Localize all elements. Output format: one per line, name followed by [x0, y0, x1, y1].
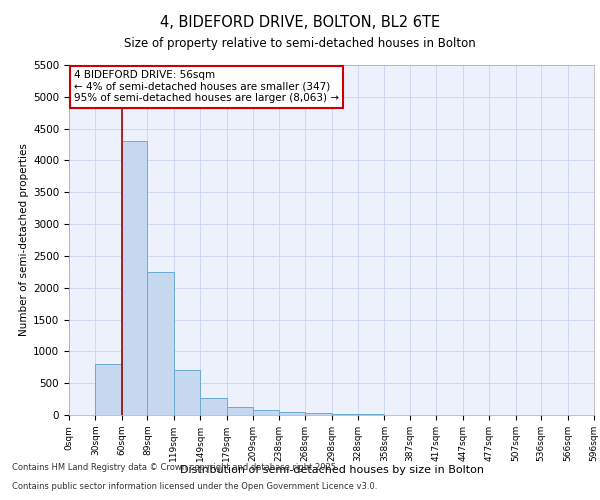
Bar [174, 370, 200, 415]
Bar [122, 142, 148, 415]
Bar [200, 398, 227, 415]
Bar [278, 412, 305, 415]
Bar [253, 410, 278, 415]
Bar [227, 408, 253, 415]
Text: Contains public sector information licensed under the Open Government Licence v3: Contains public sector information licen… [12, 482, 377, 491]
X-axis label: Distribution of semi-detached houses by size in Bolton: Distribution of semi-detached houses by … [179, 466, 484, 475]
Bar [148, 272, 174, 415]
Y-axis label: Number of semi-detached properties: Number of semi-detached properties [19, 144, 29, 336]
Text: Contains HM Land Registry data © Crown copyright and database right 2025.: Contains HM Land Registry data © Crown c… [12, 464, 338, 472]
Text: Size of property relative to semi-detached houses in Bolton: Size of property relative to semi-detach… [124, 38, 476, 51]
Bar [331, 414, 358, 415]
Bar [305, 413, 331, 415]
Text: 4 BIDEFORD DRIVE: 56sqm
← 4% of semi-detached houses are smaller (347)
95% of se: 4 BIDEFORD DRIVE: 56sqm ← 4% of semi-det… [74, 70, 339, 103]
Bar [95, 364, 122, 415]
Text: 4, BIDEFORD DRIVE, BOLTON, BL2 6TE: 4, BIDEFORD DRIVE, BOLTON, BL2 6TE [160, 15, 440, 30]
Bar [358, 414, 385, 415]
